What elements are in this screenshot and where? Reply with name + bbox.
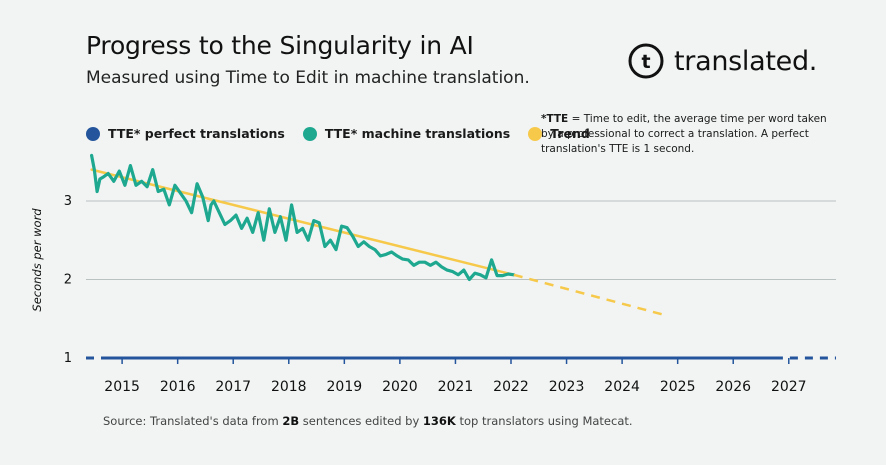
x-tick-label-2025: 2025	[660, 379, 696, 395]
brand-name: translated.	[674, 45, 818, 77]
y-axis-label: Seconds per word	[30, 208, 44, 312]
legend-label-perfect: TTE* perfect translations	[108, 126, 285, 141]
x-tick-label-2020: 2020	[382, 379, 418, 395]
legend-item-machine: TTE* machine translations	[302, 126, 511, 141]
x-tick-label-2026: 2026	[715, 379, 751, 395]
translated-logo-icon: t	[628, 43, 664, 79]
x-tick-label-2018: 2018	[271, 379, 307, 395]
tte-term: *TTE	[541, 113, 569, 125]
series-trend-projection	[513, 273, 665, 317]
legend-item-perfect: TTE* perfect translations	[86, 126, 285, 141]
source-suffix: top translators using Matecat.	[455, 414, 633, 428]
source-sentences: 2B	[282, 414, 300, 428]
source-middle: sentences edited by	[299, 414, 423, 428]
source-note: Source: Translated's data from 2B senten…	[103, 414, 633, 428]
series-machine-line	[89, 153, 516, 282]
tte-footnote: *TTE = Time to edit, the average time pe…	[541, 112, 841, 157]
y-tick-label: 3	[64, 194, 72, 209]
source-translators: 136K	[422, 414, 456, 428]
legend-dot-trend	[528, 126, 543, 141]
logo-glyph: t	[641, 51, 650, 73]
x-tick-label-2015: 2015	[104, 379, 140, 395]
x-tick-label-2024: 2024	[604, 379, 640, 395]
y-tick-label: 2	[64, 272, 72, 287]
x-tick-label-2017: 2017	[215, 379, 251, 395]
legend-item-trend: Trend	[528, 126, 590, 141]
legend-label-trend: Trend	[550, 126, 590, 141]
series-trend-line	[90, 168, 516, 277]
chart-subtitle: Measured using Time to Edit in machine t…	[86, 68, 530, 88]
chart-legend: TTE* perfect translations TTE* machine t…	[86, 126, 608, 141]
x-tick-label-2022: 2022	[493, 379, 529, 395]
x-tick-label-2023: 2023	[549, 379, 585, 395]
x-tick-label-2021: 2021	[438, 379, 474, 395]
tte-definition: = Time to edit, the average time per wor…	[541, 113, 827, 155]
y-tick-label: 1	[64, 351, 72, 366]
x-tick-label-2016: 2016	[160, 379, 196, 395]
x-tick-label-2019: 2019	[327, 379, 363, 395]
source-prefix: Source: Translated's data from	[103, 414, 283, 428]
legend-dot-machine	[302, 126, 317, 141]
chart-title: Progress to the Singularity in AI	[86, 31, 474, 60]
brand-logo: t translated.	[628, 43, 817, 79]
legend-label-machine: TTE* machine translations	[324, 126, 511, 141]
x-tick-label-2027: 2027	[771, 379, 807, 395]
legend-dot-perfect	[86, 126, 100, 141]
